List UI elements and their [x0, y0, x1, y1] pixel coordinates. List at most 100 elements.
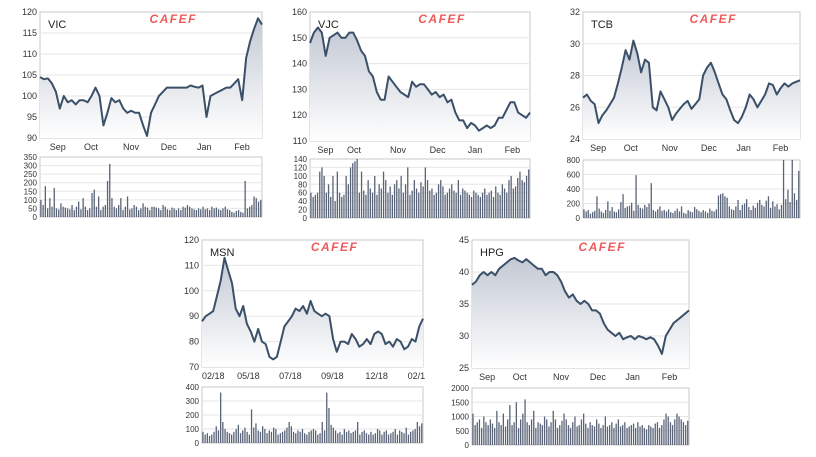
- vic-volume-bar: [62, 206, 64, 217]
- vjc-volume-bar: [345, 175, 347, 218]
- hpg-volume-bar: [630, 425, 632, 445]
- msn-volume-bar: [392, 431, 394, 443]
- vjc-volume-bar: [420, 182, 422, 218]
- hpg-volume-bar: [574, 416, 576, 445]
- tcb-volume-y-tick-label: 200: [567, 200, 581, 209]
- vjc-y-tick-label: 120: [292, 110, 307, 120]
- tcb-volume-bar: [587, 210, 589, 218]
- hpg-volume-bar: [524, 399, 526, 445]
- vjc-volume-bar: [459, 194, 462, 218]
- msn-volume-bar: [365, 433, 368, 443]
- msn-volume-bar: [264, 429, 266, 443]
- msn-volume-y-tick-label: 100: [186, 425, 200, 434]
- msn-volume-bar: [259, 431, 262, 443]
- msn-volume-bar: [418, 426, 421, 443]
- hpg-volume-bar: [520, 419, 522, 445]
- tcb-price-line: [582, 39, 801, 125]
- hpg-volume-bar: [580, 419, 583, 445]
- vjc-volume-bar: [446, 192, 448, 218]
- vjc-volume-bar: [525, 175, 528, 218]
- vjc-volume-bar: [378, 184, 380, 218]
- msn-volume-bar: [374, 433, 376, 443]
- hpg-x-tick-label: Sep: [479, 372, 495, 382]
- msn-volume-bar: [412, 430, 414, 443]
- tcb-volume-bar: [622, 194, 624, 218]
- tcb-volume-bar: [609, 210, 611, 219]
- msn-volume-bar: [350, 433, 352, 443]
- hpg-volume-y-tick-label: 1500: [451, 398, 469, 407]
- vic-volume-bar: [173, 208, 175, 217]
- vic-volume-bar: [233, 212, 235, 217]
- hpg-volume-bar: [617, 419, 619, 445]
- msn-volume-bar: [220, 392, 222, 443]
- msn-volume-y-tick-label: 200: [186, 411, 200, 420]
- tcb-volume-bar: [782, 160, 785, 218]
- hpg-volume-bar: [572, 422, 574, 445]
- msn-volume-bar: [248, 434, 250, 443]
- vjc-volume-bar: [358, 192, 360, 218]
- vjc-price-line: [309, 26, 531, 132]
- hpg-volume-bar: [496, 410, 498, 445]
- msn-volume-bar: [270, 431, 273, 443]
- vjc-volume-bar: [506, 192, 508, 218]
- msn-volume-bar: [410, 431, 412, 443]
- msn-volume-bar: [407, 434, 410, 443]
- msn-volume-bar: [321, 422, 323, 443]
- vic-y-tick-label: 120: [22, 7, 37, 17]
- vjc-y-tick-label: 140: [292, 59, 307, 69]
- tcb-volume-bar: [739, 210, 741, 218]
- hpg-y-tick-label: 25: [459, 363, 469, 373]
- vic-volume-bar: [151, 206, 153, 217]
- tcb-volume-bar: [737, 199, 739, 218]
- msn-x-tick-label: 02/18: [202, 371, 225, 381]
- tcb-volume-bar: [589, 213, 592, 218]
- vic-volume-bar: [213, 208, 215, 217]
- msn-volume-bar: [357, 422, 359, 443]
- tcb-volume-bar: [772, 201, 774, 218]
- vic-y-tick-label: 110: [23, 49, 37, 59]
- tcb-volume-bar: [639, 207, 641, 218]
- tcb-volume-bar: [750, 210, 752, 218]
- vjc-volume-bar: [495, 186, 497, 218]
- msn-volume-bar: [339, 431, 341, 443]
- msn-volume-bar: [246, 431, 248, 443]
- msn-volume-bar: [359, 434, 361, 443]
- vjc-volume-bar: [457, 180, 459, 218]
- hpg-volume-bar: [650, 426, 652, 445]
- vjc-volume-bar: [490, 190, 492, 218]
- tcb-volume-bar: [611, 207, 613, 218]
- msn-volume-y-tick-label: 400: [186, 383, 200, 392]
- hpg-volume-bar: [548, 426, 550, 445]
- msn-volume-bar: [297, 430, 299, 443]
- msn-volume-bar: [332, 427, 334, 443]
- msn-volume-bar: [337, 433, 339, 443]
- tcb-volume-bar: [633, 210, 635, 219]
- vic-volume-bar: [253, 196, 255, 217]
- vic-volume-bar: [222, 208, 224, 217]
- hpg-volume-y-tick-label: 500: [456, 427, 470, 436]
- msn-volume-bar: [284, 430, 286, 443]
- hpg-volume-bar: [645, 429, 648, 445]
- vjc-volume-bar: [453, 190, 455, 218]
- vic-volume-bar: [224, 206, 226, 217]
- msn-volume-bar: [310, 430, 312, 443]
- msn-volume-bar: [231, 434, 233, 443]
- hpg-price-line: [471, 256, 690, 355]
- vic-volume-bar: [135, 206, 138, 217]
- vjc-volume-bar: [380, 188, 382, 218]
- msn-volume-bar: [206, 433, 208, 443]
- vjc-volume-bar: [352, 163, 354, 218]
- msn-volume-bar: [405, 427, 407, 443]
- vic-volume-bar: [89, 208, 91, 217]
- tcb-volume-bar: [585, 211, 587, 218]
- vic-volume-bar: [217, 209, 220, 217]
- hpg-volume-bar: [528, 425, 530, 445]
- msn-volume-bar: [233, 431, 235, 443]
- vic-volume-bar: [177, 208, 180, 217]
- tcb-volume-bar: [798, 170, 800, 218]
- vic-volume-bar: [153, 206, 155, 217]
- vic-volume-bar: [106, 181, 109, 217]
- hpg-volume-bar: [552, 410, 554, 445]
- vic-volume-bar: [242, 212, 244, 217]
